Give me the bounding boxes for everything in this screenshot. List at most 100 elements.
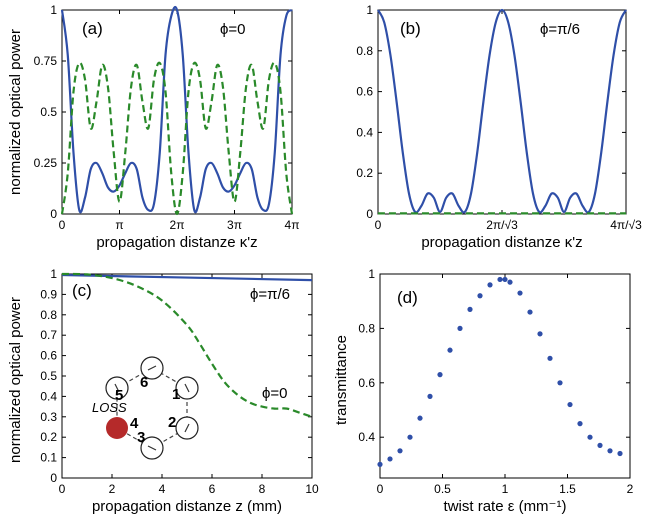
- panel-d-xlabel: twist rate ε (mm⁻¹): [444, 498, 567, 515]
- panel-a-ytick-label: 0.25: [34, 156, 58, 170]
- panel-c-phi-pi6-annotation: ϕ=π/6: [250, 286, 290, 303]
- panel-b-ytick-label: 0: [366, 207, 373, 221]
- panel-c-ytick-label: 0.7: [40, 328, 57, 342]
- panel-d: 0 0.5 1 1.5 2 0.4 0.6 0.8 1 (d) twist rate ε (mm…: [333, 267, 634, 515]
- panel-a-ytick-label: 0.75: [34, 54, 58, 68]
- panel-d-data-point: [387, 456, 393, 462]
- panel-d-ytick-label: 0.4: [358, 430, 375, 444]
- panel-c-ytick-label: 0.4: [40, 389, 57, 403]
- panel-b-ytick-label: 0.8: [356, 44, 373, 58]
- panel-c-axes-frame: [61, 273, 313, 479]
- panel-a-ytick-label: 0: [50, 207, 57, 221]
- panel-c-xlabel: propagation distanze z (mm): [92, 498, 282, 515]
- panel-d-xtick-label: 0.5: [434, 482, 451, 496]
- panel-d-data-point: [407, 434, 413, 440]
- panel-a-series-dashed-line: [60, 61, 294, 216]
- loss-label: LOSS: [92, 400, 127, 415]
- panel-d-data-point: [502, 276, 508, 283]
- panel-d-data-point: [507, 279, 513, 285]
- panel-c-ytick-label: 0: [50, 471, 57, 485]
- panel-c-xtick-label: 2: [109, 482, 116, 496]
- panel-b-xtick-label: 2π/√3: [486, 218, 518, 232]
- panel-c-xtick-label: 0: [59, 482, 66, 496]
- panel-c-ytick-label: 1: [50, 267, 57, 281]
- panel-b-ytick-label: 0.6: [356, 85, 373, 99]
- panel-d-data-point: [437, 372, 443, 378]
- panel-d-data-point: [517, 290, 523, 296]
- core-6-label: 6: [140, 374, 148, 391]
- panel-b-ytick-label: 0.4: [356, 125, 373, 139]
- panel-d-ytick-label: 0.8: [358, 321, 375, 335]
- panel-d-data-point: [477, 293, 483, 299]
- panel-c-xtick-label: 6: [209, 482, 216, 496]
- panel-a-xtick-label: π: [115, 218, 123, 232]
- panel-b-phi-annotation: ϕ=π/6: [540, 21, 580, 38]
- panel-d-xtick-label: 1: [502, 482, 509, 496]
- panel-a-ylabel: normalized optical power: [7, 29, 24, 195]
- panel-d-ytick-label: 1: [368, 267, 375, 281]
- panel-a-label: (a): [82, 19, 103, 38]
- panel-d-data-point: [527, 309, 533, 315]
- panel-a-plot-area: 0 π 2π 3π 4π 0 0.25 0.5 0.75 1: [34, 3, 300, 232]
- panel-b-xtick-label: 0: [375, 218, 382, 232]
- panel-c-xtick-label: 10: [305, 482, 319, 496]
- panel-c-ytick-label: 0.6: [40, 349, 57, 363]
- panel-a-phi-annotation: ϕ=0: [220, 21, 246, 38]
- panel-d-ytick-label: 0.6: [358, 376, 375, 390]
- panel-d-data-point: [567, 401, 573, 408]
- panel-d-data-point: [447, 347, 453, 353]
- panel-c-ytick-label: 0.5: [40, 369, 57, 383]
- panel-a-axes-frame: [61, 9, 293, 215]
- panel-a-xtick-label: 2π: [170, 218, 185, 232]
- panel-b-ytick-label: 0.2: [356, 166, 373, 180]
- core-4-lossy-circle: [106, 417, 128, 439]
- panel-c-phi-0-annotation: ϕ=0: [262, 385, 288, 402]
- core-1-label: 1: [172, 386, 180, 403]
- panel-d-data-point: [497, 276, 503, 283]
- panel-d-data-point: [607, 448, 613, 454]
- panel-d-xtick-label: 0: [377, 482, 384, 496]
- panel-c-ytick-label: 0.1: [40, 451, 57, 465]
- panel-d-plot-area: 0 0.5 1 1.5 2 0.4 0.6 0.8 1: [358, 267, 633, 496]
- panel-d-data-point: [457, 325, 463, 331]
- panel-d-data-point: [467, 306, 473, 312]
- panel-d-data-point: [537, 331, 543, 337]
- panel-d-label: (d): [397, 288, 418, 307]
- panel-c-ytick-label: 0.2: [40, 430, 57, 444]
- panel-c-label: (c): [72, 281, 92, 300]
- panel-a-xtick-label: 3π: [227, 218, 242, 232]
- panel-d-data-point: [397, 448, 403, 454]
- core-1-mark: [184, 383, 190, 393]
- panel-b: 0 2π/√3 4π/√3 0 0.2 0.4 0.6 0.8 1 (b) ϕ=π/6 prop…: [356, 3, 642, 251]
- panel-d-xtick-label: 1.5: [559, 482, 576, 496]
- core-3-mark: [147, 445, 157, 451]
- panel-b-xlabel: propagation distanze κ'z: [421, 234, 582, 251]
- panel-c-ylabel: normalized optical power: [7, 297, 24, 463]
- panel-d-data-point: [427, 393, 433, 399]
- panel-d-data-point: [597, 442, 603, 448]
- hexagon-outline: [116, 367, 188, 449]
- panel-d-data-point: [487, 282, 493, 288]
- panel-b-label: (b): [400, 19, 421, 38]
- panel-b-axes-frame: [377, 9, 627, 215]
- core-2-mark: [184, 423, 190, 433]
- core-2-label: 2: [168, 414, 176, 431]
- core-6-mark: [147, 365, 157, 371]
- panel-c-ytick-label: 0.3: [40, 410, 57, 424]
- panel-a-xtick-label: 0: [59, 218, 66, 232]
- panel-a-xtick-label: 4π: [285, 218, 300, 232]
- panel-c-series-dashed-line: [61, 272, 313, 418]
- panel-c-xtick-label: 8: [259, 482, 266, 496]
- panel-a-ytick-label: 0.5: [40, 105, 57, 119]
- panel-b-plot-area: 0 2π/√3 4π/√3 0 0.2 0.4 0.6 0.8 1: [356, 3, 642, 232]
- panel-d-ylabel: transmittance: [333, 335, 350, 425]
- fiber-core-inset: 1 2 3 4 5 6 LOSS: [92, 356, 199, 460]
- panel-c-xtick-label: 4: [159, 482, 166, 496]
- panel-d-data-point: [557, 380, 563, 386]
- panel-d-data-point: [547, 355, 553, 361]
- core-4-label: 4: [130, 415, 139, 432]
- panel-a: 0 π 2π 3π 4π 0 0.25 0.5 0.75 1 (a) ϕ=0 propagatio…: [7, 3, 299, 251]
- panel-c-series-solid-line: [61, 273, 313, 282]
- panel-c-ytick-label: 0.9: [40, 287, 57, 301]
